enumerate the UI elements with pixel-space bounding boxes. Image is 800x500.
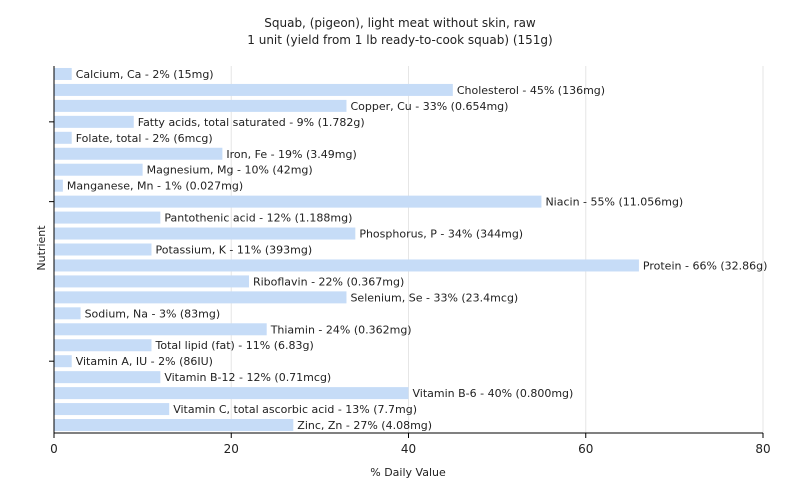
bar — [54, 147, 223, 160]
bar — [54, 227, 356, 240]
bar — [54, 179, 63, 192]
chart-title: Squab, (pigeon), light meat without skin… — [264, 16, 536, 30]
bar — [54, 339, 152, 352]
bar — [54, 371, 161, 384]
bar-label: Vitamin B-12 - 12% (0.71mcg) — [164, 371, 331, 384]
bar-label: Phosphorus, P - 34% (344mg) — [359, 228, 523, 241]
x-tick-label: 0 — [50, 442, 58, 456]
bar — [54, 259, 639, 272]
bar-label: Fatty acids, total saturated - 9% (1.782… — [138, 116, 365, 129]
bar — [54, 419, 294, 432]
bar — [54, 355, 72, 368]
chart-subtitle: 1 unit (yield from 1 lb ready-to-cook sq… — [247, 33, 552, 47]
bar-label: Vitamin B-6 - 40% (0.800mg) — [413, 387, 574, 400]
bar — [54, 83, 453, 96]
bar — [54, 307, 81, 320]
x-tick-label: 40 — [401, 442, 416, 456]
bar-label: Sodium, Na - 3% (83mg) — [85, 307, 221, 320]
bar — [54, 243, 152, 256]
bar-label: Vitamin A, IU - 2% (86IU) — [76, 355, 213, 368]
bar-label: Folate, total - 2% (6mcg) — [76, 132, 213, 145]
x-tick-label: 60 — [578, 442, 593, 456]
bar — [54, 211, 161, 224]
bar-label: Potassium, K - 11% (393mg) — [155, 244, 312, 257]
bar — [54, 131, 72, 144]
x-tick-label: 80 — [755, 442, 770, 456]
bar — [54, 115, 134, 128]
bar-label: Protein - 66% (32.86g) — [643, 259, 768, 272]
bar-label: Manganese, Mn - 1% (0.027mg) — [67, 180, 243, 193]
bar-label: Thiamin - 24% (0.362mg) — [270, 323, 412, 336]
bar-label: Riboflavin - 22% (0.367mg) — [253, 275, 404, 288]
bar-label: Selenium, Se - 33% (23.4mcg) — [350, 291, 518, 304]
bar-label: Niacin - 55% (11.056mg) — [545, 196, 683, 209]
bar-label: Zinc, Zn - 27% (4.08mg) — [297, 419, 432, 432]
bar — [54, 195, 542, 208]
gridlines — [230, 66, 764, 433]
bar-label: Pantothenic acid - 12% (1.188mg) — [164, 212, 352, 225]
bar — [54, 67, 72, 80]
bar-label: Magnesium, Mg - 10% (42mg) — [147, 164, 313, 177]
y-axis-label: Nutrient — [35, 225, 48, 271]
bar — [54, 99, 347, 112]
bar-label: Iron, Fe - 19% (3.49mg) — [226, 148, 356, 161]
bar — [54, 403, 170, 416]
axes: 0 20 40 60 80 — [49, 66, 771, 456]
bar-label: Cholesterol - 45% (136mg) — [457, 84, 605, 97]
bar — [54, 387, 409, 400]
bar-label: Copper, Cu - 33% (0.654mg) — [350, 100, 508, 113]
x-axis-label: % Daily Value — [370, 466, 446, 479]
x-tick-label: 20 — [224, 442, 239, 456]
bar-label: Vitamin C, total ascorbic acid - 13% (7.… — [173, 403, 417, 416]
bars: Calcium, Ca - 2% (15mg) Cholesterol - 45%… — [54, 67, 768, 432]
bar — [54, 163, 143, 176]
bar — [54, 275, 249, 288]
bar — [54, 323, 267, 336]
bar — [54, 291, 347, 304]
bar-label: Calcium, Ca - 2% (15mg) — [76, 68, 214, 81]
bar-label: Total lipid (fat) - 11% (6.83g) — [154, 339, 313, 352]
